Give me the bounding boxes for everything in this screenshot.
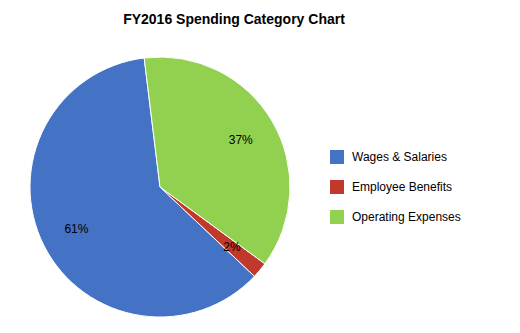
legend-label: Operating Expenses (352, 210, 461, 224)
legend-swatch (330, 210, 344, 224)
legend-swatch (330, 180, 344, 194)
legend: Wages & Salaries Employee Benefits Operati… (330, 150, 461, 224)
legend-label: Wages & Salaries (352, 150, 447, 164)
legend-label: Employee Benefits (352, 180, 452, 194)
data-label: 37% (229, 133, 253, 147)
title: FY2016 Spending Category Chart (123, 11, 345, 27)
data-label: 2% (223, 240, 241, 254)
legend-item: Operating Expenses (330, 210, 461, 224)
legend-swatch (330, 150, 344, 164)
pie-slice (144, 57, 290, 264)
pie (30, 57, 290, 317)
legend-item: Wages & Salaries (330, 150, 447, 164)
legend-item: Employee Benefits (330, 180, 452, 194)
data-label: 61% (64, 222, 88, 236)
chart: FY2016 Spending Category Chart 61% 2% 37% Wa… (0, 0, 520, 333)
data-labels: 61% 2% 37% (64, 133, 253, 254)
